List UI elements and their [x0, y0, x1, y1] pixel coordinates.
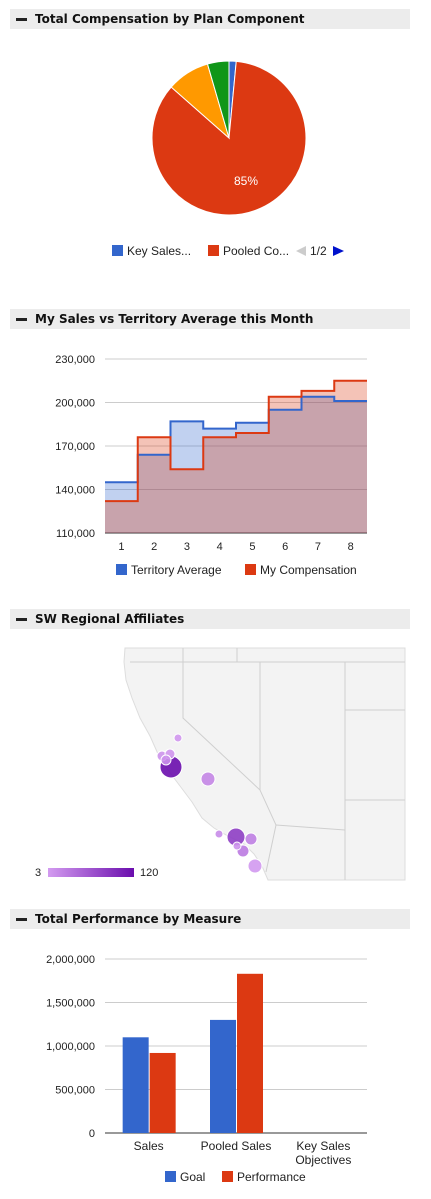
legend-prev-arrow-icon	[296, 246, 306, 256]
land-area	[123, 647, 406, 881]
x-tick-label: 5	[249, 541, 255, 553]
panel-header-affiliates[interactable]: SW Regional Affiliates	[10, 609, 410, 629]
stepped-area-chart: 230,000 200,000 170,000 140,000 110,000 1 2 3 4 5…	[55, 354, 367, 577]
x-tick-label: 1	[118, 541, 124, 553]
collapse-icon[interactable]	[16, 317, 27, 321]
map-marker-4	[173, 733, 183, 743]
x-tick-label: Objectives	[295, 1153, 351, 1167]
y-tick-label: 500,000	[55, 1085, 95, 1097]
collapse-icon[interactable]	[16, 617, 27, 621]
pie-slice-3	[206, 60, 230, 139]
bar-goal-1	[210, 1019, 236, 1133]
legend-swatch	[165, 1171, 176, 1182]
affiliates-map: 3 120	[10, 645, 406, 881]
y-tick-label: 170,000	[55, 441, 95, 453]
legend-swatch	[222, 1171, 233, 1182]
bar-performance-0	[149, 1052, 176, 1133]
color-scale-max-label: 120	[140, 867, 158, 879]
x-tick-label: 3	[184, 541, 190, 553]
x-tick-label: 2	[151, 541, 157, 553]
bar-goal-0	[122, 1037, 149, 1133]
panel-title: SW Regional Affiliates	[35, 612, 185, 626]
panel-header-compensation[interactable]: Total Compensation by Plan Component	[10, 9, 410, 29]
x-tick-label: 8	[348, 541, 354, 553]
color-scale-min-label: 3	[35, 867, 41, 879]
legend-label: My Compensation	[260, 563, 357, 577]
legend-swatch	[112, 245, 123, 256]
y-tick-label: 2,000,000	[46, 954, 95, 966]
y-tick-label: 110,000	[56, 528, 95, 540]
legend-label: Territory Average	[131, 563, 222, 577]
legend-swatch	[208, 245, 219, 256]
x-tick-label: Pooled Sales	[201, 1139, 272, 1153]
series-area-1	[105, 380, 367, 533]
series-line-0	[105, 395, 367, 484]
color-scale-bar	[48, 868, 134, 877]
y-tick-label: 140,000	[55, 485, 95, 497]
map-marker-11	[247, 858, 263, 874]
y-tick-label: 1,500,000	[46, 998, 95, 1010]
y-tick-label: 200,000	[55, 398, 95, 410]
legend-label: Performance	[237, 1170, 306, 1184]
panel-title: Total Performance by Measure	[35, 912, 242, 926]
collapse-icon[interactable]	[16, 17, 27, 21]
y-tick-label: 1,000,000	[46, 1041, 95, 1053]
y-tick-label: 230,000	[55, 354, 95, 366]
collapse-icon[interactable]	[16, 917, 27, 921]
legend-label: Goal	[180, 1170, 205, 1184]
x-tick-label: Key Sales	[296, 1139, 350, 1153]
x-tick-label: 4	[217, 541, 223, 553]
panel-header-performance[interactable]: Total Performance by Measure	[10, 909, 410, 929]
state-border	[275, 824, 346, 831]
map-marker-7	[214, 829, 224, 839]
series-line-1	[105, 379, 367, 503]
y-tick-label: 0	[89, 1128, 95, 1140]
legend-swatch	[245, 564, 256, 575]
pie-slice-label: 85%	[234, 174, 258, 188]
x-tick-label: 6	[282, 541, 288, 553]
map-marker-10	[232, 841, 242, 851]
pie-chart: 85% Key Sales... Pooled Co... 1/2	[112, 60, 344, 258]
map-marker-5	[200, 771, 216, 787]
panel-header-sales-vs-territory[interactable]: My Sales vs Territory Average this Month	[10, 309, 410, 329]
map-marker-3	[160, 754, 172, 766]
legend-next-arrow-icon	[333, 246, 344, 256]
legend-swatch	[116, 564, 127, 575]
performance-bar-chart: 2,000,000 1,500,000 1,000,000 500,000 0 Sales…	[46, 954, 367, 1184]
panel-title: My Sales vs Territory Average this Month	[35, 312, 314, 326]
x-tick-label: Sales	[134, 1139, 164, 1153]
legend-label: Key Sales...	[127, 244, 191, 258]
legend-label: Pooled Co...	[223, 244, 289, 258]
map-marker-8	[244, 832, 258, 846]
panel-title: Total Compensation by Plan Component	[35, 12, 305, 26]
legend-page-indicator: 1/2	[310, 244, 327, 258]
bar-performance-1	[237, 973, 263, 1133]
x-tick-label: 7	[315, 541, 321, 553]
